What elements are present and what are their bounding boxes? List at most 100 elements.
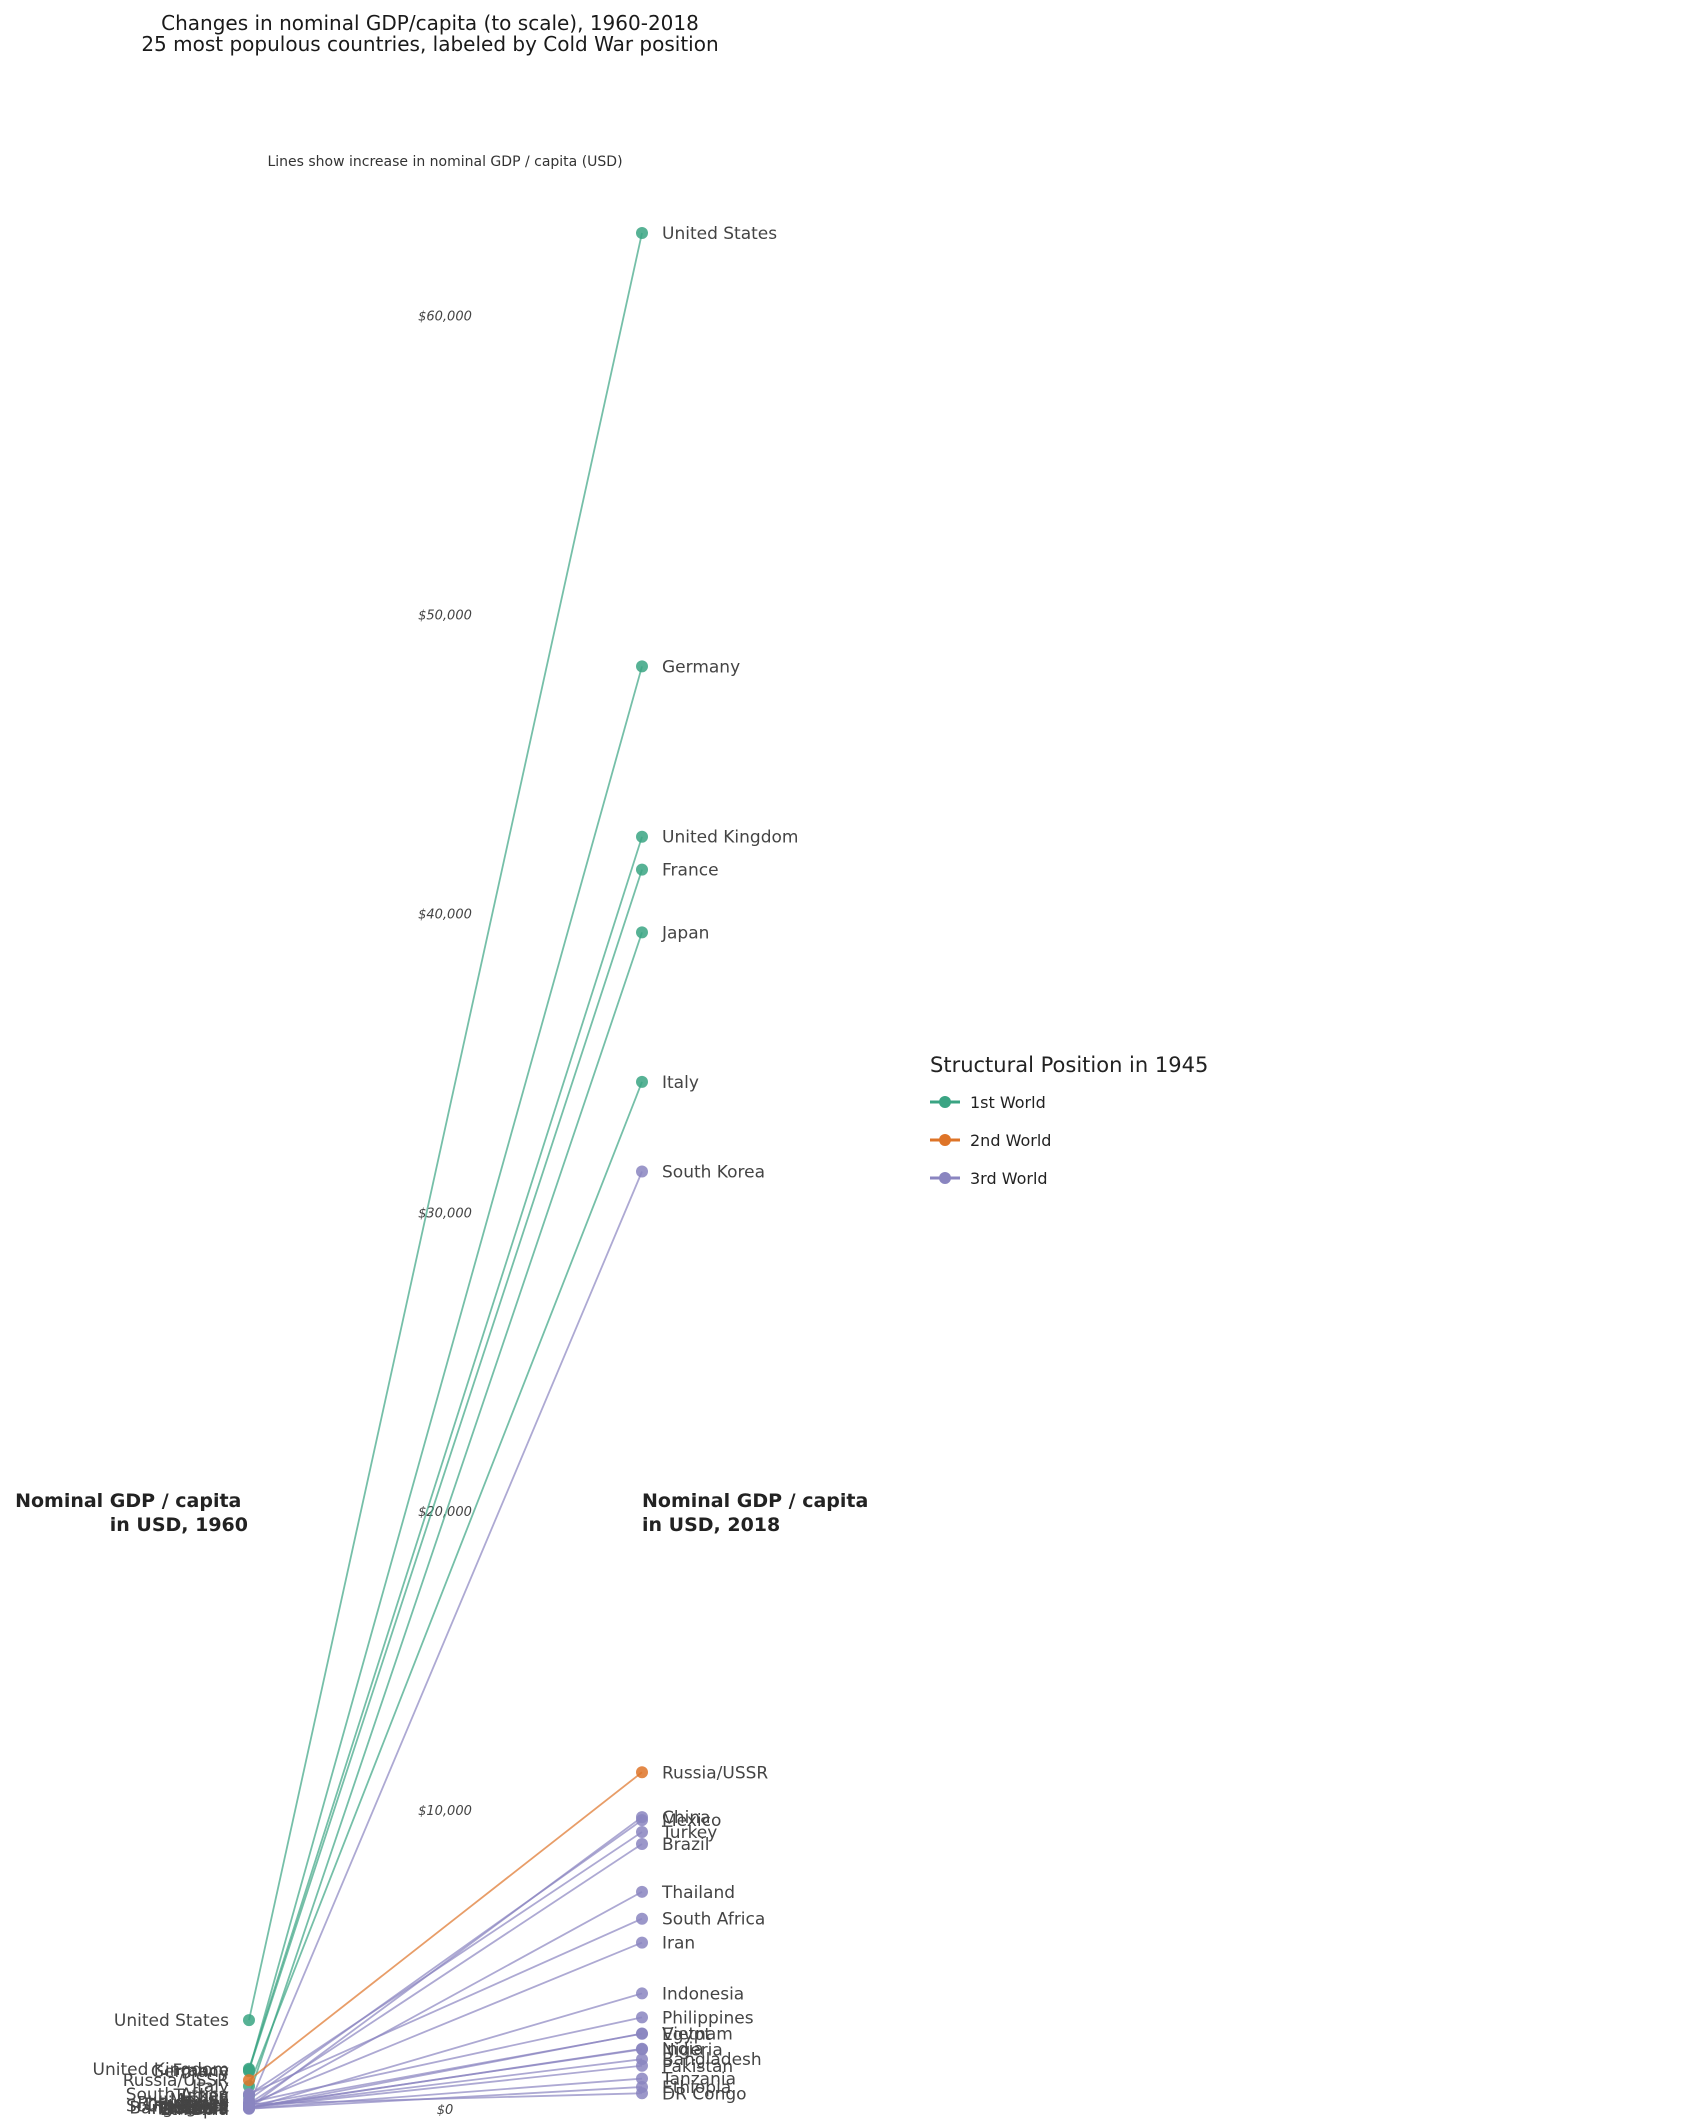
point-2018-russia-ussr [636, 1766, 648, 1779]
point-2018-germany [636, 660, 648, 673]
y-tick-30000: $30,000 [418, 1206, 472, 1221]
line-mexico [248, 1819, 643, 2101]
line-south-korea [248, 1171, 643, 2106]
annotation-text: Lines show increase in nominal GDP / cap… [267, 154, 622, 170]
line-south-africa [248, 1917, 643, 2095]
label-2018-nigeria: Nigeria [662, 2040, 723, 2060]
line-bangladesh [248, 2058, 643, 2109]
label-1960-italy: Italy [192, 2077, 229, 2097]
line-egypt [248, 2032, 643, 2107]
point-2018-turkey [636, 1826, 648, 1839]
line-thailand [248, 1891, 643, 2108]
point-2018-south-africa [636, 1912, 648, 1925]
label-2018-germany: Germany [662, 657, 740, 677]
label-2018-brazil: Brazil [662, 1835, 709, 1855]
right-axis-label-line-2: in USD, 2018 [642, 1514, 780, 1536]
label-2018-turkey: Turkey [661, 1823, 717, 1843]
point-2018-egypt [636, 2027, 648, 2040]
label-2018-thailand: Thailand [661, 1883, 735, 1903]
label-2018-united-kingdom: United Kingdom [662, 828, 798, 848]
label-1960-japan: Japan [181, 2087, 229, 2107]
point-2018-tanzania [636, 2072, 648, 2085]
point-2018-united-states [636, 227, 648, 239]
right-labels: United States Germany United Kingdom France… [661, 224, 798, 2104]
label-1960-vietnam: Vietnam [158, 2099, 229, 2119]
label-2018-italy: Italy [662, 1073, 699, 1093]
label-1960-egypt: Egypt [180, 2097, 229, 2117]
point-1960-france [243, 2063, 255, 2076]
point-2018-philippines [636, 2011, 648, 2024]
label-2018-japan: Japan [661, 923, 709, 943]
legend-label-3rd-world: 3rd World [970, 1169, 1048, 1188]
y-tick-10000: $10,000 [418, 1804, 472, 1819]
point-2018-united-kingdom [636, 830, 648, 843]
line-france [248, 869, 643, 2071]
label-1960-brazil: Brazil [182, 2095, 229, 2115]
label-1960-united-states: United States [114, 2011, 229, 2031]
point-1960-south-africa [243, 2088, 255, 2101]
legend: Structural Position in 1945 1st World 2nd… [930, 1053, 1208, 1188]
point-2018-japan [636, 926, 648, 939]
y-tick-0: $0 [437, 2103, 454, 2118]
label-1960-iran: Iran [196, 2095, 229, 2115]
label-1960-bangladesh: Bangladesh [129, 2098, 229, 2118]
y-tick-50000: $50,000 [418, 609, 472, 624]
label-1960-south-korea: South Korea [126, 2096, 229, 2116]
y-tick-labels: $0$10,000$20,000$30,000$40,000$50,000$60… [418, 310, 472, 2118]
point-2018-south-korea [636, 1165, 648, 1178]
right-axis-label: Nominal GDP / capita in USD, 2018 [642, 1490, 875, 1536]
label-2018-philippines: Philippines [662, 2008, 754, 2028]
line-dr-congo [248, 2092, 643, 2105]
label-2018-egypt: Egypt [662, 2025, 711, 2045]
line-brazil [248, 1843, 643, 2105]
label-2018-france: France [662, 861, 719, 881]
line-united-states [248, 232, 643, 2021]
line-iran [248, 1941, 643, 2105]
label-1960-china: China [180, 2098, 229, 2118]
chart-title: Changes in nominal GDP/capita (to scale)… [161, 11, 699, 35]
label-1960-mexico: Mexico [170, 2091, 229, 2111]
point-2018-pakistan [636, 2059, 648, 2072]
label-1960-thailand: Thailand [155, 2098, 229, 2118]
point-2018-france [636, 863, 648, 876]
line-russia-ussr [248, 1771, 643, 2081]
label-2018-china: China [662, 1808, 711, 1828]
point-1960-united-states [243, 2014, 255, 2027]
label-2018-dr-congo: DR Congo [662, 2084, 747, 2104]
label-2018-ethiopia: Ethiopia [662, 2078, 731, 2098]
point-1960-dr-congo [243, 2098, 255, 2111]
label-1960-dr-congo: DR Congo [144, 2095, 229, 2115]
y-tick-40000: $40,000 [418, 907, 472, 922]
point-2018-mexico [636, 1814, 648, 1827]
label-1960-nigeria: Nigeria [168, 2098, 229, 2118]
legend-swatch-dot-3rd-world [939, 1172, 951, 1184]
label-2018-indonesia: Indonesia [662, 1984, 744, 2004]
label-1960-india: India [187, 2099, 229, 2119]
label-1960-philippines: Philippines [137, 2094, 229, 2114]
line-nigeria [248, 2048, 643, 2109]
point-2018-italy [636, 1075, 648, 1088]
label-2018-tanzania: Tanzania [661, 2070, 736, 2090]
point-2018-iran [636, 1936, 648, 1949]
label-2018-south-korea: South Korea [662, 1163, 765, 1183]
point-2018-dr-congo [636, 2087, 648, 2100]
label-2018-mexico: Mexico [662, 1811, 721, 1831]
slope-lines [248, 232, 643, 2110]
label-1960-germany: Germany [151, 2062, 229, 2082]
line-united-kingdom [248, 836, 643, 2070]
legend-swatch-dot-2nd-world [939, 1134, 951, 1146]
line-japan [248, 932, 643, 2096]
label-2018-south-africa: South Africa [662, 1910, 765, 1930]
label-1960-france: France [172, 2061, 229, 2081]
label-1960-pakistan: Pakistan [158, 2099, 229, 2119]
legend-title: Structural Position in 1945 [930, 1053, 1208, 1077]
label-1960-united-kingdom: United Kingdom [93, 2060, 229, 2080]
label-1960-turkey: Turkey [173, 2086, 229, 2106]
label-1960-tanzania: Tanzania [154, 2100, 229, 2120]
label-2018-united-states: United States [662, 224, 777, 244]
point-2018-nigeria [636, 2043, 648, 2056]
label-1960-russia-ussr: Russia/USSR [123, 2071, 229, 2091]
line-tanzania [248, 2077, 643, 2110]
label-2018-russia-ussr: Russia/USSR [662, 1763, 768, 1783]
